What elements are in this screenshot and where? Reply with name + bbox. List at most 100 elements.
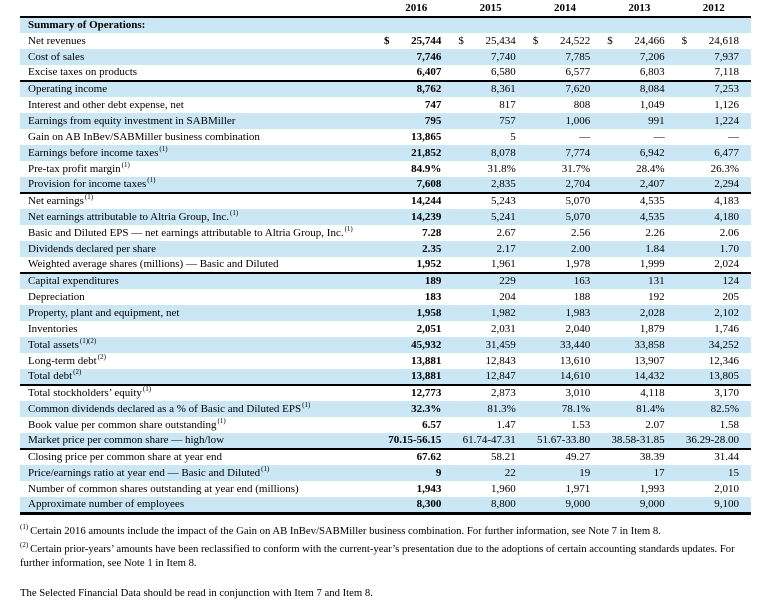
value: 2.67: [497, 227, 516, 239]
value: 25,434: [486, 35, 516, 47]
year-header-2015: 2015: [453, 2, 527, 17]
value: 124: [723, 275, 740, 287]
value-cell: 1,958: [379, 305, 453, 321]
value-cell: 28.4%: [602, 161, 676, 177]
value-cell: 1,943: [379, 481, 453, 497]
value-cell: 2,051: [379, 321, 453, 337]
footnote-reference: (1): [85, 193, 93, 201]
value-cell: 4,535: [602, 193, 676, 209]
value-cell: 2.67: [453, 225, 527, 241]
value-cell: 2,040: [528, 321, 602, 337]
value: 6,580: [491, 66, 516, 78]
value-cell: 14,610: [528, 369, 602, 385]
value-cell: 5: [453, 129, 527, 145]
value: 32.3%: [411, 403, 441, 415]
value-cell: 757: [453, 113, 527, 129]
row-label-cell: Number of common shares outstanding at y…: [20, 481, 379, 497]
value: 3,010: [565, 387, 590, 399]
row-label: Interest and other debt expense, net: [28, 99, 184, 111]
row-label: Capital expenditures: [28, 275, 119, 287]
value: 12,346: [709, 355, 739, 367]
value: 8,078: [491, 147, 516, 159]
value-cell: $25,434: [453, 33, 527, 49]
value: 2,294: [714, 178, 739, 190]
value-cell: 12,773: [379, 385, 453, 401]
value: 31,459: [486, 339, 516, 351]
value: 81.4%: [636, 403, 664, 415]
row-label-cell: Long-term debt(2): [20, 353, 379, 369]
value: 9,100: [714, 498, 739, 510]
footnote-1-text: Certain 2016 amounts include the impact …: [30, 525, 661, 537]
value-cell: 204: [453, 289, 527, 305]
year-header-2012: 2012: [677, 2, 751, 17]
value: 808: [574, 99, 591, 111]
value: 17: [654, 467, 665, 479]
value-cell: 38.58-31.85: [602, 433, 676, 449]
value-cell: 38.39: [602, 449, 676, 465]
value: 67.62: [417, 451, 442, 463]
value: 2.26: [645, 227, 664, 239]
row-label-cell: Summary of Operations:: [20, 17, 751, 33]
row-label: Earnings before income taxes: [28, 147, 158, 159]
year-header-row: 2016 2015 2014 2013 2012: [20, 2, 751, 17]
row-label: Price/earnings ratio at year end — Basic…: [28, 467, 260, 479]
table-row: Pre-tax profit margin(1)84.9%31.8%31.7%2…: [20, 161, 751, 177]
footnote-reference: (1): [302, 401, 310, 409]
value-cell: 19: [528, 465, 602, 481]
value-cell: 5,243: [453, 193, 527, 209]
value: 2,835: [491, 178, 516, 190]
value-cell: 7,118: [677, 65, 751, 81]
value-cell: $24,618: [677, 33, 751, 49]
value: 2,010: [714, 483, 739, 495]
value-cell: 7,740: [453, 49, 527, 65]
value-cell: 32.3%: [379, 401, 453, 417]
value: 14,432: [634, 370, 664, 382]
value: 78.1%: [562, 403, 590, 415]
value-cell: 2.35: [379, 241, 453, 257]
value: 1.47: [497, 419, 516, 431]
row-label-cell: Net revenues: [20, 33, 379, 49]
value: 2.56: [571, 227, 590, 239]
value-cell: 188: [528, 289, 602, 305]
table-row: Net earnings attributable to Altria Grou…: [20, 209, 751, 225]
row-label-cell: Property, plant and equipment, net: [20, 305, 379, 321]
row-label: Excise taxes on products: [28, 66, 137, 78]
value: 5,070: [565, 195, 590, 207]
row-label: Total stockholders’ equity: [28, 387, 142, 399]
value-cell: 7,937: [677, 49, 751, 65]
footnote-reference: (1): [218, 417, 226, 425]
row-label: Long-term debt: [28, 355, 97, 367]
value: 5,243: [491, 195, 516, 207]
row-label-cell: Common dividends declared as a % of Basi…: [20, 401, 379, 417]
value-cell: 2.56: [528, 225, 602, 241]
row-label: Book value per common share outstanding: [28, 419, 217, 431]
value: 21,852: [411, 147, 441, 159]
value-cell: $24,466: [602, 33, 676, 49]
value: 2,407: [640, 178, 665, 190]
value: 205: [723, 291, 740, 303]
value: —: [654, 131, 665, 143]
value-cell: 12,847: [453, 369, 527, 385]
value: 12,773: [411, 387, 441, 399]
value-cell: 31.7%: [528, 161, 602, 177]
footnote-reference: (1): [345, 225, 353, 233]
value-cell: 7,253: [677, 81, 751, 97]
value: 1,978: [565, 258, 590, 270]
value: 70.15-56.15: [388, 434, 441, 446]
value-cell: 124: [677, 273, 751, 289]
value: 7.28: [422, 227, 441, 239]
value: 7,118: [715, 66, 739, 78]
value-cell: 14,244: [379, 193, 453, 209]
value-cell: 1,978: [528, 257, 602, 273]
value-cell: 7,206: [602, 49, 676, 65]
row-label-cell: Basic and Diluted EPS — net earnings att…: [20, 225, 379, 241]
row-label: Approximate number of employees: [28, 498, 184, 510]
value-cell: 817: [453, 97, 527, 113]
row-label-cell: Gain on AB InBev/SABMiller business comb…: [20, 129, 379, 145]
value-cell: 12,346: [677, 353, 751, 369]
